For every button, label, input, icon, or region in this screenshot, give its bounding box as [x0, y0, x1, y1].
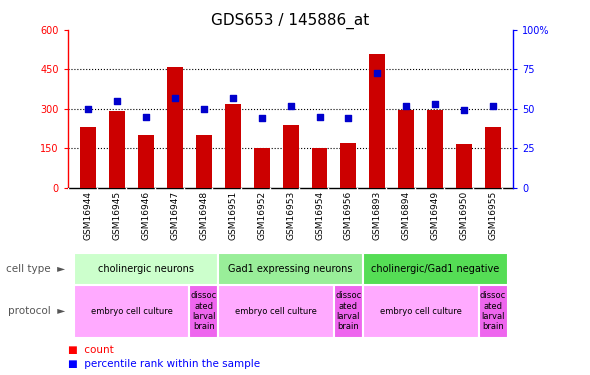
Text: GSM16944: GSM16944: [84, 191, 93, 240]
Bar: [196, 135, 212, 188]
Point: [431, 101, 440, 107]
Text: dissoc
ated
larval
brain: dissoc ated larval brain: [191, 291, 217, 332]
Bar: [427, 110, 443, 188]
Bar: [340, 143, 356, 188]
Bar: [80, 127, 96, 188]
Point: [315, 114, 324, 120]
Bar: [218, 253, 363, 285]
Point: [257, 115, 266, 121]
Text: embryo cell culture: embryo cell culture: [380, 307, 462, 316]
Text: GSM16894: GSM16894: [402, 191, 411, 240]
Text: dissoc
ated
larval
brain: dissoc ated larval brain: [480, 291, 506, 332]
Text: GSM16945: GSM16945: [113, 191, 122, 240]
Point: [228, 95, 237, 101]
Text: GSM16946: GSM16946: [142, 191, 150, 240]
Point: [460, 107, 469, 113]
Bar: [225, 104, 241, 188]
Text: GSM16949: GSM16949: [431, 191, 440, 240]
Bar: [218, 285, 334, 338]
Bar: [456, 144, 472, 188]
Point: [344, 115, 353, 121]
Text: dissoc
ated
larval
brain: dissoc ated larval brain: [335, 291, 362, 332]
Text: protocol  ►: protocol ►: [8, 306, 65, 316]
Bar: [485, 127, 501, 188]
Text: GSM16956: GSM16956: [344, 191, 353, 240]
Bar: [138, 135, 154, 188]
Text: GSM16952: GSM16952: [257, 191, 266, 240]
Bar: [363, 285, 478, 338]
Text: GSM16948: GSM16948: [199, 191, 208, 240]
Bar: [283, 124, 299, 188]
Text: cholinergic/Gad1 negative: cholinergic/Gad1 negative: [371, 264, 499, 274]
Bar: [478, 285, 507, 338]
Text: embryo cell culture: embryo cell culture: [235, 307, 317, 316]
Bar: [254, 148, 270, 188]
Text: GSM16893: GSM16893: [373, 191, 382, 240]
Bar: [189, 285, 218, 338]
Bar: [167, 67, 183, 188]
Bar: [398, 110, 414, 188]
Point: [83, 106, 93, 112]
Text: GSM16951: GSM16951: [228, 191, 237, 240]
Bar: [369, 54, 385, 188]
Bar: [109, 111, 125, 188]
Point: [112, 98, 122, 104]
Point: [373, 69, 382, 75]
Bar: [363, 253, 507, 285]
Text: GSM16950: GSM16950: [460, 191, 468, 240]
Bar: [312, 148, 327, 188]
Text: GSM16954: GSM16954: [315, 191, 324, 240]
Bar: [334, 285, 363, 338]
Title: GDS653 / 145886_at: GDS653 / 145886_at: [211, 12, 370, 28]
Point: [170, 95, 179, 101]
Text: ■  percentile rank within the sample: ■ percentile rank within the sample: [68, 359, 260, 369]
Bar: [74, 253, 218, 285]
Point: [489, 103, 498, 109]
Text: GSM16947: GSM16947: [171, 191, 179, 240]
Text: cholinergic neurons: cholinergic neurons: [98, 264, 194, 274]
Point: [286, 103, 295, 109]
Text: ■  count: ■ count: [68, 345, 114, 354]
Point: [402, 103, 411, 109]
Point: [199, 106, 208, 112]
Text: embryo cell culture: embryo cell culture: [90, 307, 172, 316]
Text: GSM16953: GSM16953: [286, 191, 295, 240]
Text: cell type  ►: cell type ►: [6, 264, 65, 274]
Text: Gad1 expressing neurons: Gad1 expressing neurons: [228, 264, 353, 274]
Text: GSM16955: GSM16955: [489, 191, 497, 240]
Bar: [74, 285, 189, 338]
Point: [141, 114, 150, 120]
